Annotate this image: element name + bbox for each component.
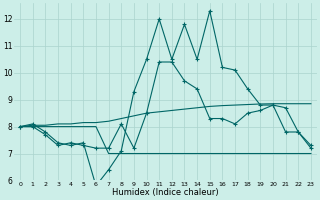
X-axis label: Humidex (Indice chaleur): Humidex (Indice chaleur): [112, 188, 219, 197]
